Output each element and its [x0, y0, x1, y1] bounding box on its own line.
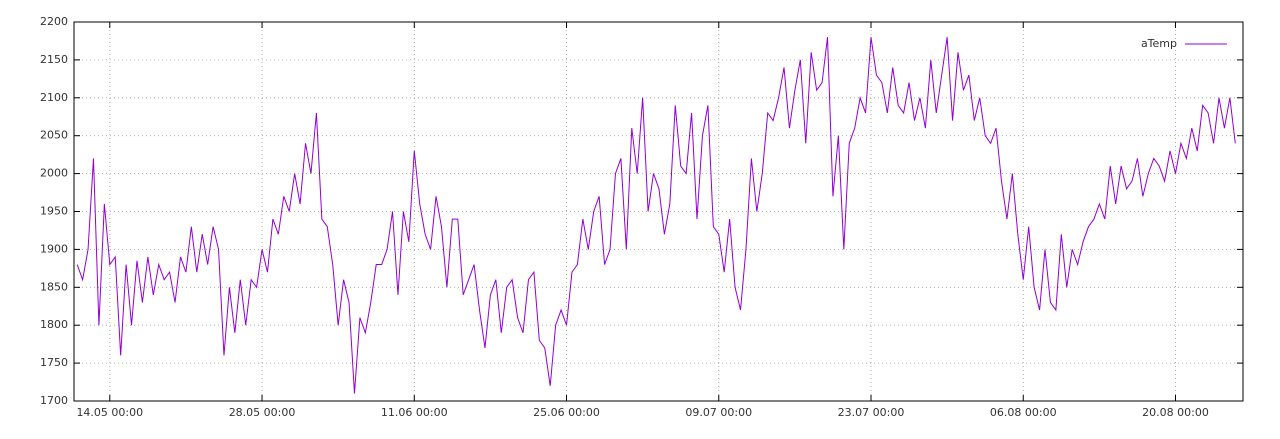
y-tick-label: 2000 — [40, 167, 68, 180]
y-tick-label: 1800 — [40, 318, 68, 331]
x-tick-label: 23.07 00:00 — [838, 406, 905, 419]
x-tick-label: 25.06 00:00 — [533, 406, 600, 419]
y-tick-label: 1700 — [40, 394, 68, 407]
x-tick-label: 11.06 00:00 — [381, 406, 448, 419]
y-tick-label: 2100 — [40, 91, 68, 104]
x-tick-label: 09.07 00:00 — [685, 406, 752, 419]
data-line — [76, 37, 1236, 394]
y-tick-label: 1950 — [40, 205, 68, 218]
y-tick-label: 1850 — [40, 280, 68, 293]
y-tick-label: 2150 — [40, 53, 68, 66]
x-tick-label: 06.08 00:00 — [990, 406, 1057, 419]
y-tick-label: 2050 — [40, 129, 68, 142]
y-tick-label: 1900 — [40, 242, 68, 255]
x-tick-label: 20.08 00:00 — [1142, 406, 1209, 419]
plot-border — [73, 21, 1244, 402]
x-tick-label: 14.05 00:00 — [76, 406, 143, 419]
y-tick-label: 2200 — [40, 15, 68, 28]
y-tick-label: 1750 — [40, 356, 68, 369]
legend-label: aTemp — [1141, 37, 1177, 50]
x-tick-label: 28.05 00:00 — [229, 406, 296, 419]
